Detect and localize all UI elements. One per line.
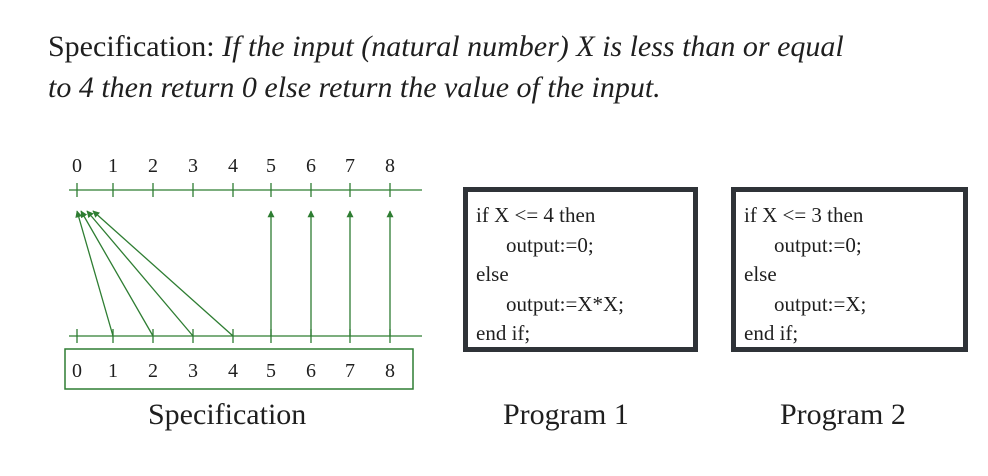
bottom-axis-label: 2 (148, 360, 158, 382)
top-axis-label: 0 (72, 155, 82, 177)
output-box (64, 348, 414, 390)
bottom-axis-label: 7 (345, 360, 355, 382)
mapping-arrow (86, 210, 194, 337)
bottom-axis-label: 3 (188, 360, 198, 382)
mapping-arrow (92, 210, 234, 337)
program1-line: end if; (476, 321, 531, 345)
top-axis-label: 4 (228, 155, 238, 177)
mapping-arrow (75, 210, 114, 337)
mapping-arrow (80, 210, 154, 337)
title-body-line1: If the input (natural number) X is less … (222, 30, 844, 63)
top-axis-label: 1 (108, 155, 118, 177)
program2-line: output:=X; (774, 291, 867, 316)
program2-line: else (744, 262, 777, 286)
title-intro: Specification: (48, 30, 223, 63)
program2-line: output:=0; (774, 232, 862, 257)
bottom-axis-label: 6 (306, 360, 316, 382)
bottom-axis-label: 4 (228, 360, 238, 382)
top-axis-label: 2 (148, 155, 158, 177)
mapping-arrows (75, 210, 394, 337)
specification-title: Specification: If the input (natural num… (48, 26, 968, 108)
program2-caption: Program 2 (780, 398, 906, 431)
program2-line: if X <= 3 then (744, 203, 864, 227)
program1-line: else (476, 262, 509, 286)
bottom-axis-label: 5 (266, 360, 276, 382)
top-axis-label: 3 (188, 155, 198, 177)
top-number-line: 0 1 2 3 4 5 6 7 8 (69, 155, 422, 197)
title-body-line2: to 4 then return 0 else return the value… (48, 71, 661, 104)
specification-caption: Specification (148, 398, 307, 431)
top-axis-label: 8 (385, 155, 395, 177)
bottom-axis-label: 0 (72, 360, 82, 382)
program1-line: if X <= 4 then (476, 203, 596, 227)
program1-line: output:=X*X; (506, 291, 625, 316)
bottom-number-line: 0 1 2 3 4 5 6 7 8 (64, 329, 422, 390)
program1-line: output:=0; (506, 232, 594, 257)
program2-code-box: if X <= 3 then output:=0; else output:=X… (731, 187, 968, 352)
bottom-axis-label: 8 (385, 360, 395, 382)
bottom-axis-label: 1 (108, 360, 118, 382)
program1-caption: Program 1 (503, 398, 629, 431)
top-axis-label: 7 (345, 155, 355, 177)
top-axis-label: 6 (306, 155, 316, 177)
program2-line: end if; (744, 321, 799, 345)
program1-code-box: if X <= 4 then output:=0; else output:=X… (463, 187, 698, 352)
top-axis-label: 5 (266, 155, 276, 177)
